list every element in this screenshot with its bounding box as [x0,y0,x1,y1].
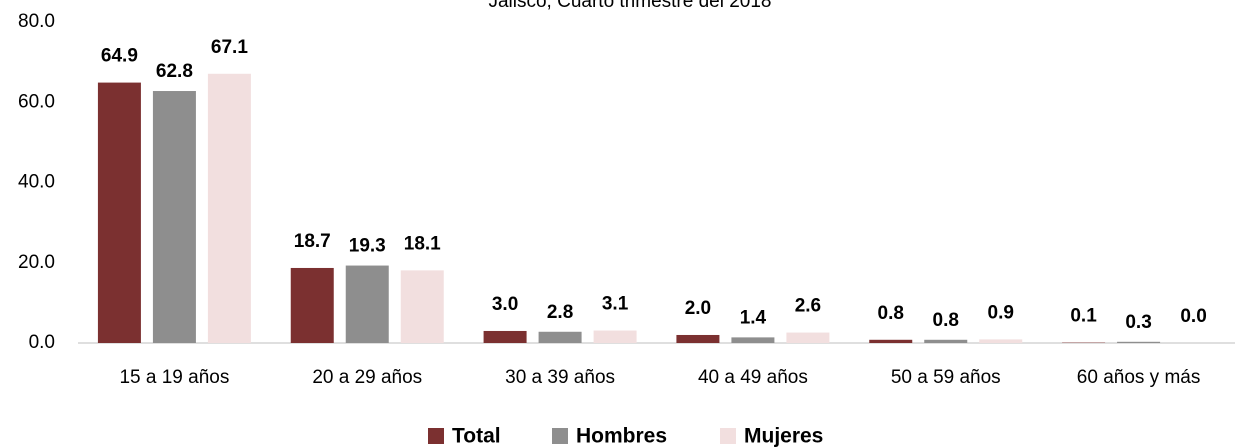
data-label: 0.8 [933,310,959,331]
data-label: 62.8 [156,61,193,82]
x-tick-label: 60 años y más [1077,367,1201,388]
y-tick-label: 80.0 [18,11,55,32]
legend-label: Mujeres [744,425,823,447]
bar [593,330,637,343]
bar [731,337,775,343]
data-label: 18.7 [294,231,331,252]
x-tick-label: 50 a 59 años [891,367,1001,388]
bar [924,339,968,343]
bar [869,339,913,343]
x-tick-label: 15 a 19 años [119,367,229,388]
y-tick-label: 60.0 [18,91,55,112]
data-label: 2.6 [795,296,821,317]
data-label: 0.1 [1070,306,1097,327]
bar [152,91,196,343]
bar [345,265,389,343]
data-label: 19.3 [349,236,386,257]
data-label: 2.8 [547,302,573,323]
bar [676,334,720,343]
legend-swatch [720,428,736,444]
x-tick-label: 40 a 49 años [698,367,808,388]
chart-title: Jalisco, Cuarto trimestre del 2018 [488,0,771,12]
data-label: 18.1 [404,233,441,254]
x-tick-label: 20 a 29 años [312,367,422,388]
data-label: 64.9 [101,46,138,67]
bar [290,267,334,343]
legend-swatch [428,428,444,444]
data-label: 3.1 [602,294,629,315]
y-tick-label: 20.0 [18,252,55,273]
legend-label: Hombres [576,425,667,447]
data-label: 1.4 [740,307,767,328]
data-label: 0.8 [878,303,904,324]
bar [979,339,1023,343]
data-label: 0.3 [1125,312,1151,333]
data-label: 0.0 [1180,306,1206,327]
bar [97,82,141,344]
bar [538,331,582,343]
bar [786,332,830,343]
bar [1117,341,1161,343]
data-label: 2.0 [685,298,711,319]
legend-label: Total [452,425,501,447]
x-tick-label: 30 a 39 años [505,367,615,388]
y-tick-label: 0.0 [29,332,55,353]
bar [483,330,527,343]
bar [207,73,251,343]
y-tick-label: 40.0 [18,172,55,193]
bar [400,270,444,343]
data-label: 0.9 [988,302,1014,323]
legend-swatch [552,428,568,444]
data-label: 3.0 [492,294,518,315]
data-label: 67.1 [211,37,248,58]
